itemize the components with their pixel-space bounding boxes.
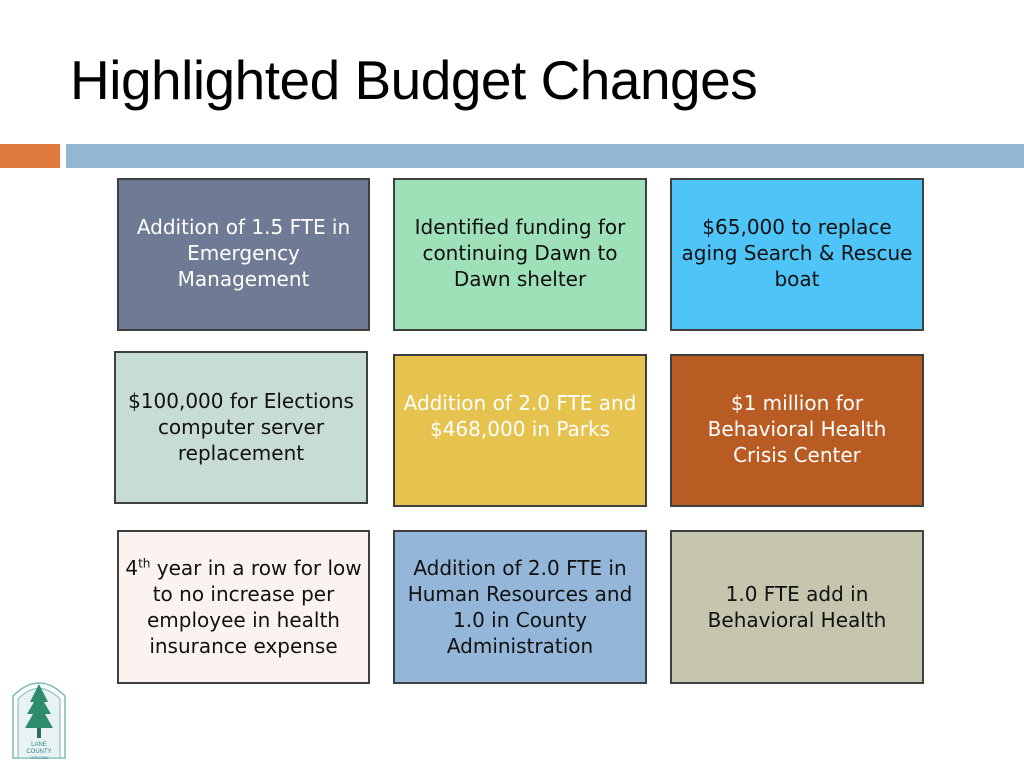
tree-icon bbox=[25, 684, 53, 738]
box-rescue-boat: $65,000 to replace aging Search & Rescue… bbox=[670, 178, 924, 331]
box-emergency-management: Addition of 1.5 FTE in Emergency Managem… bbox=[117, 178, 370, 331]
box-text: 1.0 FTE add in Behavioral Health bbox=[707, 582, 887, 632]
ordinal-suffix: th bbox=[138, 556, 151, 571]
box-health-insurance: 4th year in a row for low to no increase… bbox=[117, 530, 370, 684]
logo-text-lane: LANE bbox=[31, 742, 47, 748]
accent-bar bbox=[0, 144, 60, 168]
box-behavioral-health-fte: 1.0 FTE add in Behavioral Health bbox=[670, 530, 924, 684]
logo-text-oregon: OREGON bbox=[30, 755, 48, 760]
box-text-rest: year in a row for low to no increase per… bbox=[147, 556, 362, 658]
header-bar bbox=[66, 144, 1024, 168]
box-text: $1 million for Behavioral Health Crisis … bbox=[707, 391, 887, 467]
logo-text-county: COUNTY bbox=[26, 749, 51, 755]
page-title: Highlighted Budget Changes bbox=[70, 49, 758, 111]
ordinal-number: 4 bbox=[125, 556, 139, 580]
box-text: Addition of 1.5 FTE in Emergency Managem… bbox=[136, 215, 351, 291]
box-human-resources: Addition of 2.0 FTE in Human Resources a… bbox=[393, 530, 647, 684]
box-text: 4th year in a row for low to no increase… bbox=[125, 555, 362, 659]
box-text: Identified funding for continuing Dawn t… bbox=[414, 215, 626, 291]
box-text: $100,000 for Elections computer server r… bbox=[128, 389, 354, 465]
box-dawn-shelter: Identified funding for continuing Dawn t… bbox=[393, 178, 647, 331]
box-elections-server: $100,000 for Elections computer server r… bbox=[114, 351, 368, 504]
box-text: Addition of 2.0 FTE and $468,000 in Park… bbox=[403, 391, 637, 441]
box-text: Addition of 2.0 FTE in Human Resources a… bbox=[407, 556, 633, 658]
county-logo: LANE COUNTY OREGON bbox=[12, 682, 66, 760]
box-parks: Addition of 2.0 FTE and $468,000 in Park… bbox=[393, 354, 647, 507]
box-text: $65,000 to replace aging Search & Rescue… bbox=[681, 215, 913, 291]
box-crisis-center: $1 million for Behavioral Health Crisis … bbox=[670, 354, 924, 507]
